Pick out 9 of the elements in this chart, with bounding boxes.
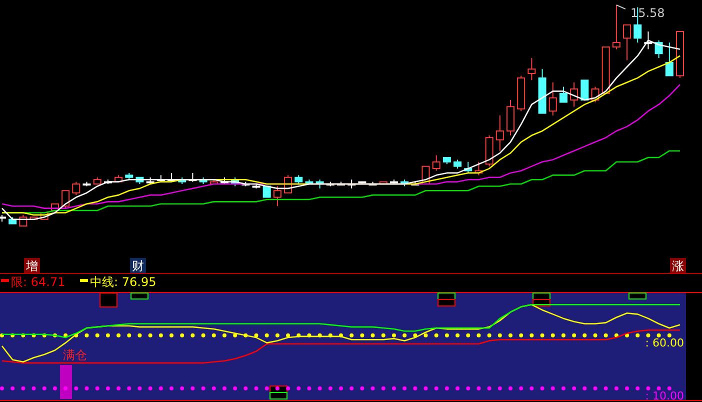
legend-label: 中线: 76.95	[90, 275, 156, 289]
legend-label: 限: 64.71	[11, 275, 66, 289]
text: 增	[25, 259, 38, 273]
text: 财	[132, 259, 144, 273]
annotation: 满仓	[63, 348, 87, 362]
candlestick	[496, 115, 504, 152]
ref-line-label: : 60.00	[645, 336, 684, 350]
ref-line-label: : 10.00	[645, 389, 684, 402]
text: 涨	[672, 259, 684, 273]
